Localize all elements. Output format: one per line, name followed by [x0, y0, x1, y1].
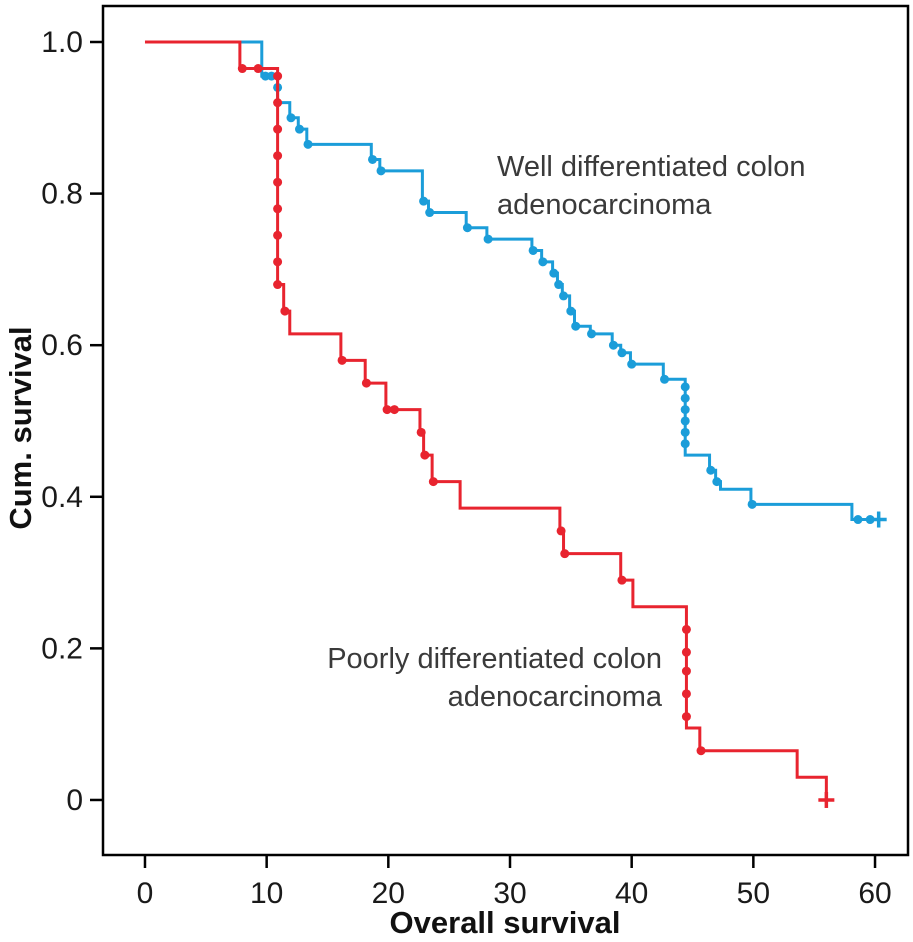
- x-tick-label: 50: [737, 877, 770, 910]
- annotation-well-line2: adenocarcinoma: [497, 189, 712, 221]
- censor-mark: [273, 177, 283, 187]
- censor-mark: [273, 124, 283, 134]
- censor-mark: [559, 291, 569, 301]
- censor-mark: [273, 98, 283, 108]
- censor-mark: [425, 208, 435, 218]
- censor-mark: [681, 647, 691, 657]
- censor-mark: [368, 154, 378, 164]
- censor-mark: [560, 549, 570, 559]
- y-axis-title: Cum. survival: [3, 326, 38, 530]
- censor-mark: [617, 575, 627, 585]
- x-tick-label: 30: [493, 877, 526, 910]
- censor-mark: [295, 124, 305, 134]
- censor-mark: [538, 257, 548, 267]
- x-tick-label: 20: [372, 877, 405, 910]
- censor-mark: [382, 405, 392, 415]
- censor-mark: [337, 355, 347, 365]
- censor-mark: [680, 439, 690, 449]
- censor-mark: [608, 340, 618, 350]
- censor-mark: [865, 515, 875, 525]
- censor-mark: [747, 499, 757, 509]
- censor-mark: [627, 359, 637, 369]
- censor-mark: [681, 712, 691, 722]
- censor-mark: [681, 624, 691, 634]
- censor-mark: [462, 223, 472, 233]
- censor-mark: [681, 666, 691, 676]
- y-tick-label: 0.8: [41, 178, 83, 211]
- y-tick-label: 0.6: [41, 329, 83, 362]
- censor-mark: [273, 280, 283, 290]
- censor-mark: [273, 230, 283, 240]
- censor-mark: [528, 245, 538, 255]
- y-tick-label: 0.2: [41, 632, 83, 665]
- censor-mark: [680, 382, 690, 392]
- x-tick-label: 40: [615, 877, 648, 910]
- censor-mark: [617, 348, 627, 358]
- annotation-well-line1: Well differentiated colon: [497, 151, 806, 183]
- censor-mark: [680, 405, 690, 415]
- censor-mark: [419, 196, 429, 206]
- censor-mark: [361, 378, 371, 388]
- annotation-poorly-differentiated: Poorly differentiated colon adenocarcino…: [250, 640, 662, 716]
- plot-frame: [101, 4, 910, 857]
- censor-mark: [420, 450, 430, 460]
- y-tick-label: 1.0: [41, 26, 83, 59]
- censor-mark: [273, 257, 283, 267]
- censor-mark: [554, 280, 564, 290]
- censor-mark: [389, 405, 399, 415]
- censor-mark: [712, 477, 722, 487]
- censor-mark: [587, 329, 597, 339]
- censor-mark: [556, 526, 566, 536]
- censor-mark: [280, 306, 290, 316]
- censor-mark: [273, 151, 283, 161]
- x-tick-label: 60: [858, 877, 891, 910]
- censor-mark: [660, 374, 670, 384]
- censor-mark: [681, 689, 691, 699]
- censor-mark: [376, 166, 386, 176]
- censor-mark: [571, 321, 581, 331]
- censor-mark: [253, 64, 263, 74]
- annotation-poor-line2: adenocarcinoma: [447, 681, 662, 713]
- censor-mark: [680, 427, 690, 437]
- censor-mark: [416, 427, 426, 437]
- censor-mark: [303, 139, 313, 149]
- censor-mark: [706, 465, 716, 475]
- censor-mark: [286, 113, 296, 123]
- y-tick-label: 0.4: [41, 481, 83, 514]
- x-axis-title: Overall survival: [389, 905, 621, 940]
- censor-mark: [483, 234, 493, 244]
- annotation-well-differentiated: Well differentiated colon adenocarcinoma: [497, 148, 805, 224]
- censor-mark: [680, 393, 690, 403]
- censor-mark: [549, 268, 559, 278]
- x-tick-label: 0: [137, 877, 154, 910]
- censor-mark: [696, 746, 706, 756]
- x-tick-label: 10: [250, 877, 283, 910]
- y-tick-label: 0: [66, 784, 83, 817]
- censor-mark: [680, 416, 690, 426]
- censor-mark: [566, 306, 576, 316]
- censor-mark: [273, 204, 283, 214]
- censor-mark: [428, 477, 438, 487]
- censor-mark: [237, 64, 247, 74]
- censor-mark: [273, 71, 283, 81]
- annotation-poor-line1: Poorly differentiated colon: [327, 643, 662, 675]
- censor-mark: [853, 515, 863, 525]
